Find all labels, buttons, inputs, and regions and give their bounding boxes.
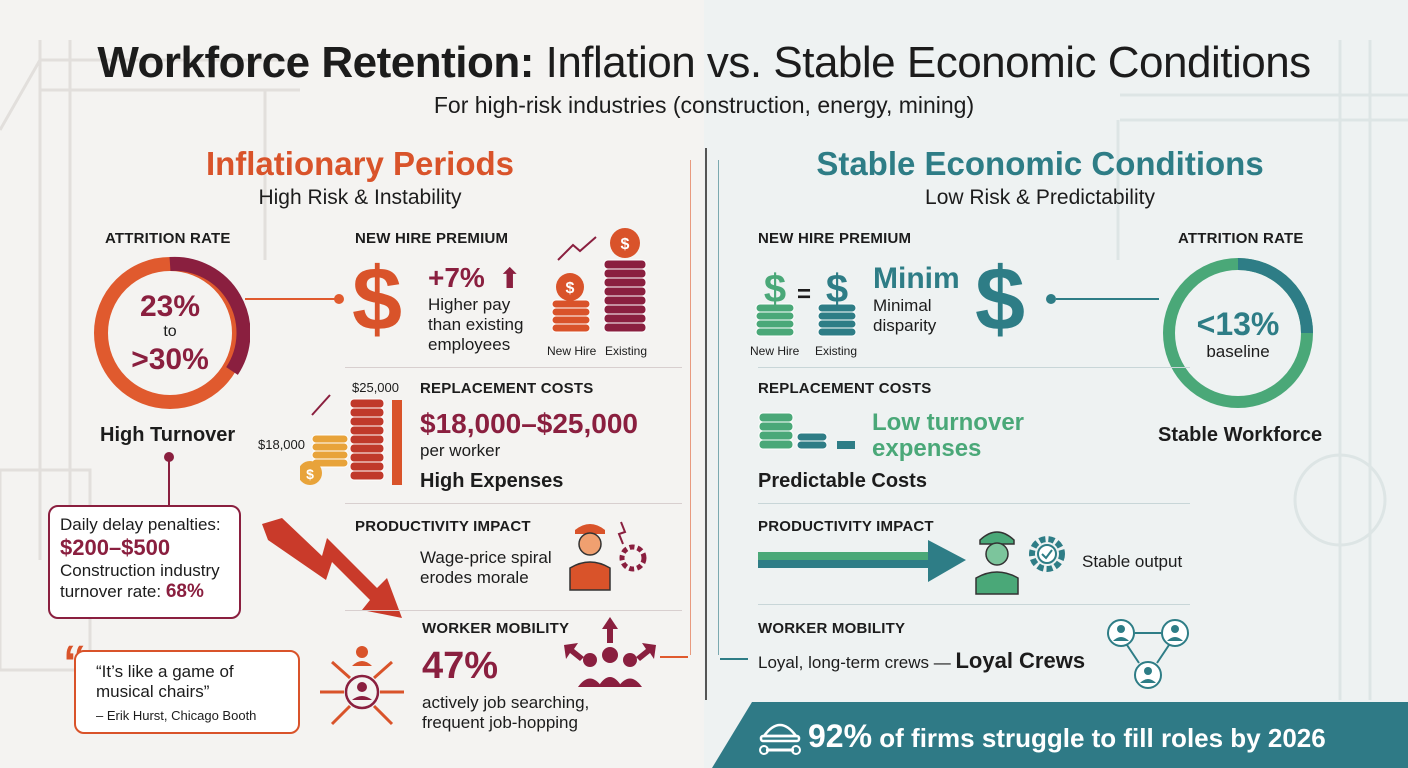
stable-connector-dot [1046,294,1056,304]
stable-attrition-ring [1163,258,1313,408]
left-accent-line [690,160,691,655]
premium-desc: Higher pay than existing employees [428,295,524,354]
divider [345,367,682,368]
mobility-label: WORKER MOBILITY [422,620,570,637]
page-title: Workforce Retention: Inflation vs. Stabl… [97,38,1311,87]
divider [758,604,1190,605]
divider [758,503,1190,504]
replacement-label: REPLACEMENT COSTS [420,380,594,397]
hardhat-wrench-icon [759,723,801,755]
quote-box: “It’s like a game of musical chairs” – E… [74,650,300,734]
divider [758,367,1190,368]
attrition-to: to [163,323,177,340]
replacement-high: $25,000 [352,380,399,395]
stable-mobility-label: WORKER MOBILITY [758,620,906,637]
productivity-text: Wage-price spiral erodes morale [420,548,552,587]
stable-premium-value: Minim [873,262,960,295]
stable-attrition-caption: Stable Workforce [1158,424,1323,446]
divider [345,610,682,611]
penalty-box: Daily delay penalties: $200–$500 Constru… [48,505,241,619]
productivity-label: PRODUCTIVITY IMPACT [355,518,531,535]
attrition-caption: High Turnover [100,424,236,446]
existing-label: Existing [605,344,648,358]
coin-stacks-icon: $ $ [551,228,647,333]
penalty-connector [168,456,170,506]
teal-dollar-icon: $ [975,250,1026,350]
attrition-bottom: >30% [131,343,209,376]
worker-gear-icon [975,531,1065,595]
right-heading: Stable Economic Conditions [816,145,1264,182]
stressed-worker-icon [569,521,647,591]
replacement-value: $18,000–$25,000 [420,408,638,439]
replacement-caption: High Expenses [420,470,564,492]
stable-attrition-label: ATTRITION RATE [1178,230,1304,247]
arrow-up-icon: ⬆ [498,263,522,294]
stable-premium-label: NEW HIRE PREMIUM [758,230,912,247]
right-subheading: Low Risk & Predictability [925,186,1155,209]
svg-text:$: $ [566,280,575,297]
mobility-text: actively job searching, frequent job-hopp… [422,693,590,732]
svg-text:$: $ [764,267,786,311]
mobility-value: 47% [422,645,499,687]
network-people-icon [1107,619,1189,689]
premium-value: +7% [428,262,485,293]
attrition-label: ATTRITION RATE [105,230,231,247]
stable-mobility-connector [720,658,748,660]
bottom-banner [712,702,1408,768]
stable-replacement-label: REPLACEMENT COSTS [758,380,932,397]
low-cost-coins-icon [758,412,855,450]
right-accent-line [718,160,719,655]
attrition-ring [94,256,250,409]
connector-dot [334,294,344,304]
stable-premium-desc: Minimal disparity [873,296,937,335]
left-heading: Inflationary Periods [205,145,515,182]
stable-new-hire-label: New Hire [750,344,800,358]
dollar-icon: $ [352,250,403,350]
svg-text:$: $ [306,466,314,482]
stable-attrition-sub: baseline [1206,342,1270,361]
equals-sign: = [797,281,812,308]
divider [345,503,682,504]
left-subheading: High Risk & Instability [258,186,462,209]
svg-text:$: $ [621,236,630,253]
stable-mobility-text: Loyal, long-term crews — Loyal Crews [758,648,1086,673]
stable-productivity-label: PRODUCTIVITY IMPACT [758,518,934,535]
dispersing-people-icon [320,646,404,726]
stable-existing-label: Existing [815,344,858,358]
page-subtitle: For high-risk industries (construction, … [433,92,975,118]
cost-coins-icon: $ [300,394,402,485]
replacement-per: per worker [420,441,501,460]
new-hire-label: New Hire [547,344,597,358]
replacement-low: $18,000 [258,437,305,452]
mobility-connector [660,656,688,658]
attrition-top: 23% [139,290,201,323]
svg-text:$: $ [826,267,848,311]
penalty-dot [164,452,174,462]
stable-replacement-value: Low turnover expenses [872,409,1025,462]
stable-productivity-text: Stable output [1082,552,1183,571]
zigzag-down-arrow-icon [262,518,402,618]
banner-text: 92% of firms struggle to fill roles by 2… [808,718,1326,754]
center-divider [705,148,707,700]
premium-label: NEW HIRE PREMIUM [355,230,509,247]
equal-coins-icon: $ $ [755,267,857,337]
stable-replacement-caption: Predictable Costs [758,470,927,492]
crowd-arrows-icon [564,617,656,687]
connector-line [245,298,337,300]
stable-attrition-value: <13% [1196,306,1280,342]
straight-arrow-icon [758,540,966,582]
stable-connector-line [1056,298,1159,300]
